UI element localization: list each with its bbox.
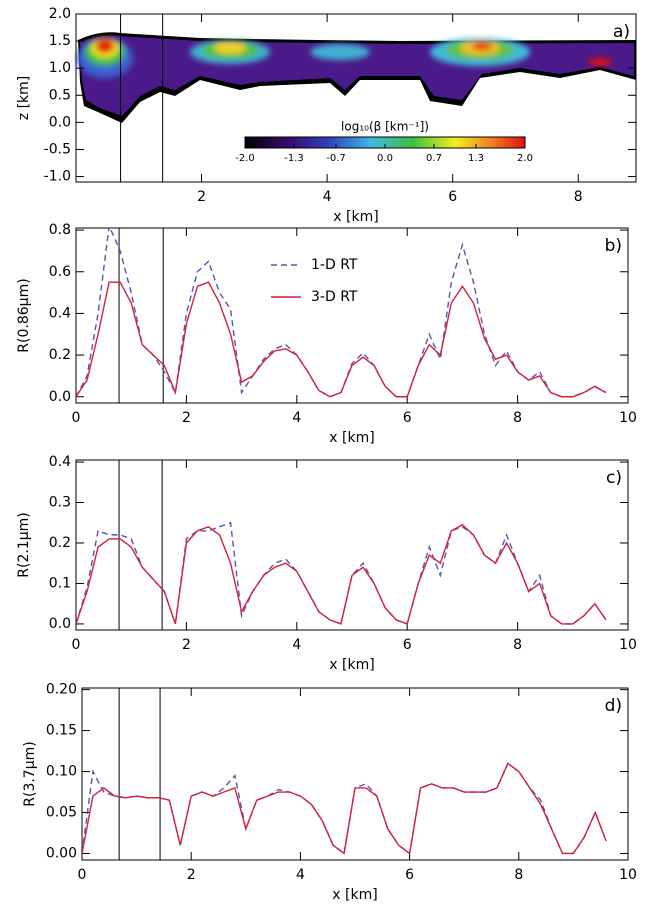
- x-tick-label: 2: [197, 189, 206, 205]
- series-line: [76, 281, 607, 398]
- y-tick-label: 0.15: [46, 723, 77, 739]
- x-axis-label: x [km]: [333, 209, 378, 225]
- y-tick-label: 0.2: [49, 535, 71, 551]
- x-tick-label: 10: [619, 867, 637, 883]
- y-tick-label: 0.5: [49, 87, 71, 103]
- panel-label: b): [605, 236, 622, 256]
- x-tick-label: 2: [187, 867, 196, 883]
- legend-label: 1-D RT: [311, 257, 358, 273]
- panel-label: c): [606, 468, 622, 488]
- colorbar-tick-label: -1.3: [284, 153, 304, 164]
- y-tick-label: 0.6: [49, 264, 71, 280]
- colorbar-tick-label: 2.0: [517, 153, 533, 164]
- x-tick-label: 6: [403, 637, 412, 653]
- x-tick-label: 2: [182, 637, 191, 653]
- series-line: [82, 762, 607, 855]
- y-tick-label: 0.10: [46, 764, 77, 780]
- colorbar-tick-label: -2.0: [235, 153, 255, 164]
- y-tick-label: 0.00: [46, 845, 77, 861]
- plot-frame: [75, 459, 629, 631]
- y-tick-label: 1.5: [49, 33, 71, 49]
- y-tick-label: 0.8: [49, 222, 71, 238]
- plot-frame: [81, 687, 629, 861]
- panel-label: d): [605, 696, 622, 716]
- x-axis-label: x [km]: [329, 657, 374, 673]
- x-tick-label: 4: [323, 189, 332, 205]
- plot-frame: [75, 227, 629, 404]
- y-tick-label: 0.0: [49, 389, 71, 405]
- plot-frame: [75, 13, 637, 183]
- y-tick-label: 0.4: [49, 305, 71, 321]
- x-tick-label: 4: [292, 410, 301, 426]
- x-axis-label: x [km]: [332, 887, 377, 903]
- x-tick-label: 0: [72, 410, 81, 426]
- y-tick-label: 0.20: [46, 682, 77, 698]
- y-tick-label: 2.0: [49, 6, 71, 22]
- x-tick-label: 6: [403, 410, 412, 426]
- x-tick-label: 6: [448, 189, 457, 205]
- x-tick-label: 8: [513, 410, 522, 426]
- y-tick-label: 0.4: [49, 454, 71, 470]
- y-tick-label: 0.0: [49, 114, 71, 130]
- series-group: [76, 521, 607, 625]
- x-tick-label: 4: [296, 867, 305, 883]
- cloud-field: [77, 32, 636, 123]
- y-axis-label: R(2.1µm): [16, 512, 32, 577]
- colorbar-title: log₁₀(β [km⁻¹]): [341, 120, 429, 134]
- series-group: [76, 228, 607, 398]
- x-tick-label: 8: [574, 189, 583, 205]
- y-tick-label: -0.5: [44, 141, 71, 157]
- series-group: [82, 762, 607, 855]
- x-tick-label: 4: [292, 637, 301, 653]
- x-tick-label: 8: [513, 637, 522, 653]
- y-axis-label: z [km]: [16, 76, 32, 120]
- x-tick-label: 10: [619, 410, 637, 426]
- x-tick-label: 2: [182, 410, 191, 426]
- colorbar-tick-label: -0.7: [326, 153, 346, 164]
- y-tick-label: 0.1: [49, 575, 71, 591]
- x-tick-label: 0: [72, 637, 81, 653]
- y-tick-label: 0.3: [49, 495, 71, 511]
- colorbar-tick-label: 0.0: [377, 153, 393, 164]
- colorbar-tick-label: 1.3: [468, 153, 484, 164]
- colorbar-tick-label: 0.7: [426, 153, 442, 164]
- y-axis-label: R(3.7µm): [22, 741, 38, 806]
- x-tick-label: 10: [619, 637, 637, 653]
- y-tick-label: 0.05: [46, 804, 77, 820]
- series-line: [82, 762, 607, 855]
- series-line: [76, 523, 607, 625]
- y-tick-label: 0.2: [49, 347, 71, 363]
- y-tick-label: -1.0: [44, 169, 71, 185]
- panel-label: a): [613, 22, 630, 42]
- series-line: [76, 228, 607, 398]
- x-axis-label: x [km]: [329, 430, 374, 446]
- x-tick-label: 8: [514, 867, 523, 883]
- series-line: [76, 521, 607, 625]
- y-tick-label: 1.0: [49, 60, 71, 76]
- y-axis-label: R(0.86µm): [16, 278, 32, 352]
- x-tick-label: 0: [78, 867, 87, 883]
- legend-label: 3-D RT: [311, 289, 358, 305]
- x-tick-label: 6: [405, 867, 414, 883]
- y-tick-label: 0.0: [49, 616, 71, 632]
